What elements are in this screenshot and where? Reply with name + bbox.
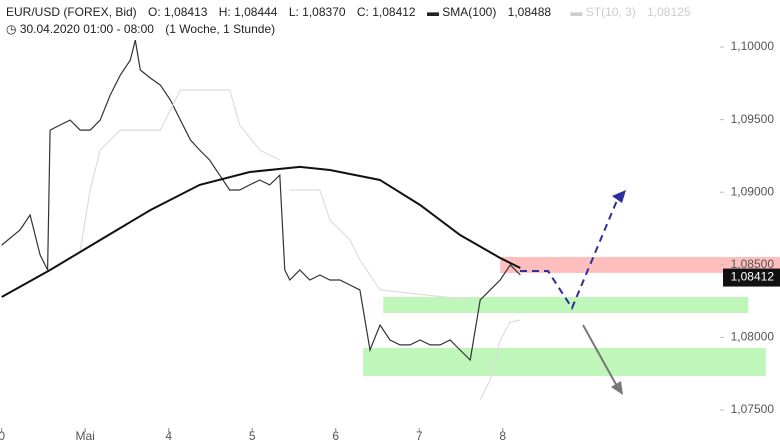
forecast-arrows — [520, 190, 626, 395]
header: EUR/USD (FOREX, Bid) O: 1,08413 H: 1,084… — [6, 4, 707, 38]
x-tick-label: 6 — [332, 429, 339, 443]
x-tick-label: 0 — [0, 429, 5, 443]
last-price-box — [723, 268, 780, 287]
series-line — [79, 89, 521, 401]
zone — [383, 297, 749, 313]
y-tick-label: 1,09000 — [731, 184, 775, 198]
subtitle: 30.04.2020 01:00 - 08:00 — [19, 22, 154, 36]
legend-st: ▬ ST(10, 3) 1,08125 — [570, 5, 691, 19]
legend-value: 1,08125 — [647, 5, 691, 19]
header-line-1: EUR/USD (FOREX, Bid) O: 1,08413 H: 1,084… — [6, 4, 707, 21]
ohlc: O: 1,08413 — [148, 5, 208, 19]
last-price-label: 1,08412 — [731, 270, 775, 284]
legend-sma: ▬ SMA(100) 1,08488 — [426, 5, 552, 19]
y-tick-label: 1,08500 — [731, 257, 775, 271]
y-tick-label: 1,09500 — [731, 112, 775, 126]
legend-value: 1,08488 — [507, 5, 552, 19]
x-tick-label: 7 — [416, 429, 423, 443]
zone — [363, 347, 766, 376]
x-tick-label: 8 — [499, 429, 506, 443]
zone — [500, 256, 780, 273]
x-tick-label: 5 — [249, 429, 256, 443]
x-tick-label: Mai — [76, 429, 95, 443]
down-arrow-head — [611, 381, 623, 395]
legend-label: SMA(100) — [442, 5, 497, 19]
ohlc: C: 1,08412 — [356, 5, 416, 19]
down-arrow — [582, 324, 619, 389]
ohlc: H: 1,08444 — [218, 5, 278, 19]
up-arrow — [520, 197, 619, 311]
ohlc: L: 1,08370 — [288, 5, 346, 19]
y-tick-label: 1,10000 — [731, 39, 775, 53]
title: EUR/USD (FOREX, Bid) — [6, 5, 137, 19]
legend-label: ST(10, 3) — [585, 5, 636, 19]
header-line-2: ◷ 30.04.2020 01:00 - 08:00 (1 Woche, 1 S… — [6, 22, 276, 36]
y-tick-label: 1,08000 — [731, 330, 775, 344]
period: (1 Woche, 1 Stunde) — [165, 22, 276, 36]
up-arrow-head — [612, 190, 626, 203]
series-line — [1, 39, 521, 362]
x-tick-label: 4 — [165, 429, 172, 443]
series-line — [1, 165, 521, 298]
y-tick-label: 1,07500 — [731, 402, 775, 416]
